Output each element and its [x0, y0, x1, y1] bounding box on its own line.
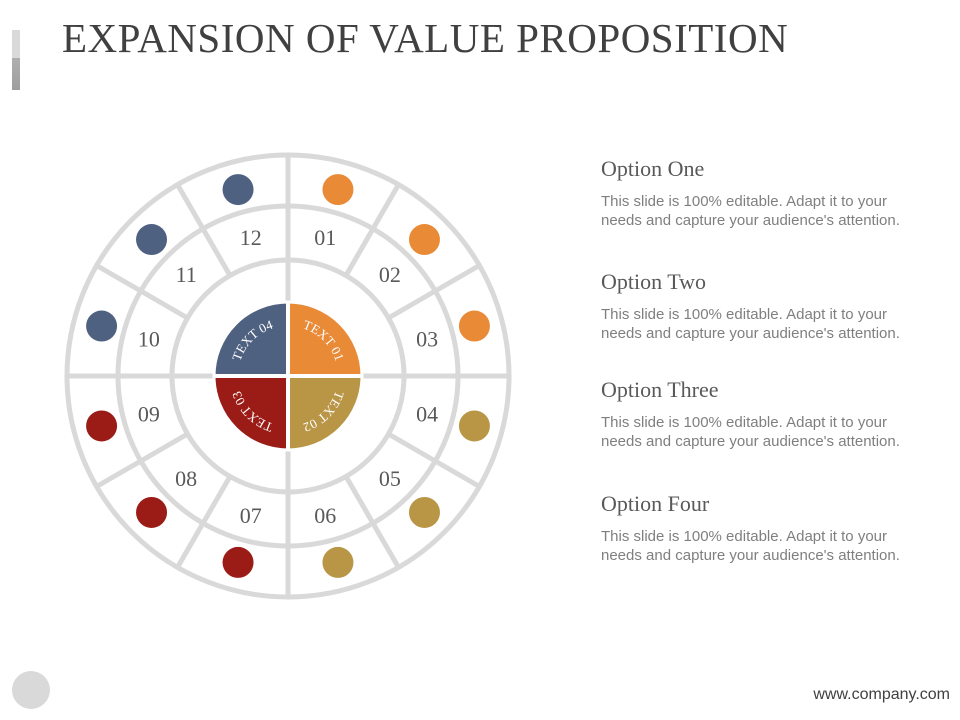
segment-number: 09 — [138, 401, 160, 426]
segment-dot — [408, 224, 440, 256]
segment-number: 05 — [379, 466, 401, 491]
segment-divider — [95, 263, 189, 321]
option-three: Option Three This slide is 100% editable… — [601, 377, 911, 451]
segment-number: 06 — [314, 503, 336, 528]
option-one: Option One This slide is 100% editable. … — [601, 156, 911, 230]
option-title: Option One — [601, 156, 705, 181]
center-quadrant — [286, 374, 364, 452]
segment-dot — [458, 410, 490, 442]
segment-number: 08 — [175, 466, 197, 491]
center-quadrant — [286, 300, 364, 378]
segment-number: 07 — [240, 503, 262, 528]
segment-dot — [86, 410, 118, 442]
segment-dot — [136, 496, 168, 528]
segment-number: 10 — [138, 327, 160, 352]
segment-number: 12 — [240, 225, 262, 250]
segment-dot — [222, 174, 254, 206]
segment-divider — [387, 263, 481, 321]
segment-divider — [175, 183, 233, 277]
option-body: This slide is 100% editable. Adapt it to… — [601, 193, 900, 229]
segment-number: 11 — [176, 262, 197, 287]
segment-dot — [222, 546, 254, 578]
title-accent-bar — [12, 30, 20, 90]
center-quadrant — [212, 374, 290, 452]
segment-dot — [322, 174, 354, 206]
segment-dot — [322, 546, 354, 578]
option-body: This slide is 100% editable. Adapt it to… — [601, 528, 900, 564]
segment-divider — [343, 475, 401, 569]
segment-dot — [136, 224, 168, 256]
segment-number: 02 — [379, 262, 401, 287]
segment-number: 03 — [416, 327, 438, 352]
segment-dot — [86, 310, 118, 342]
footer-url: www.company.com — [813, 686, 950, 703]
option-title: Option Two — [601, 269, 707, 294]
option-title: Option Four — [601, 491, 710, 516]
option-title: Option Three — [601, 377, 719, 402]
center-quadrant — [212, 300, 290, 378]
option-body: This slide is 100% editable. Adapt it to… — [601, 414, 900, 450]
segment-number: 01 — [314, 225, 336, 250]
segment-divider — [343, 183, 401, 277]
segment-dot — [408, 496, 440, 528]
option-four: Option Four This slide is 100% editable.… — [601, 491, 911, 565]
footer-circle — [12, 671, 50, 709]
segment-divider — [387, 431, 481, 489]
page-title: EXPANSION OF VALUE PROPOSITION — [62, 15, 789, 61]
segment-divider — [95, 431, 189, 489]
segment-divider — [175, 475, 233, 569]
segment-number: 04 — [416, 401, 438, 426]
option-two: Option Two This slide is 100% editable. … — [601, 269, 911, 343]
segment-dot — [458, 310, 490, 342]
option-body: This slide is 100% editable. Adapt it to… — [601, 306, 900, 342]
